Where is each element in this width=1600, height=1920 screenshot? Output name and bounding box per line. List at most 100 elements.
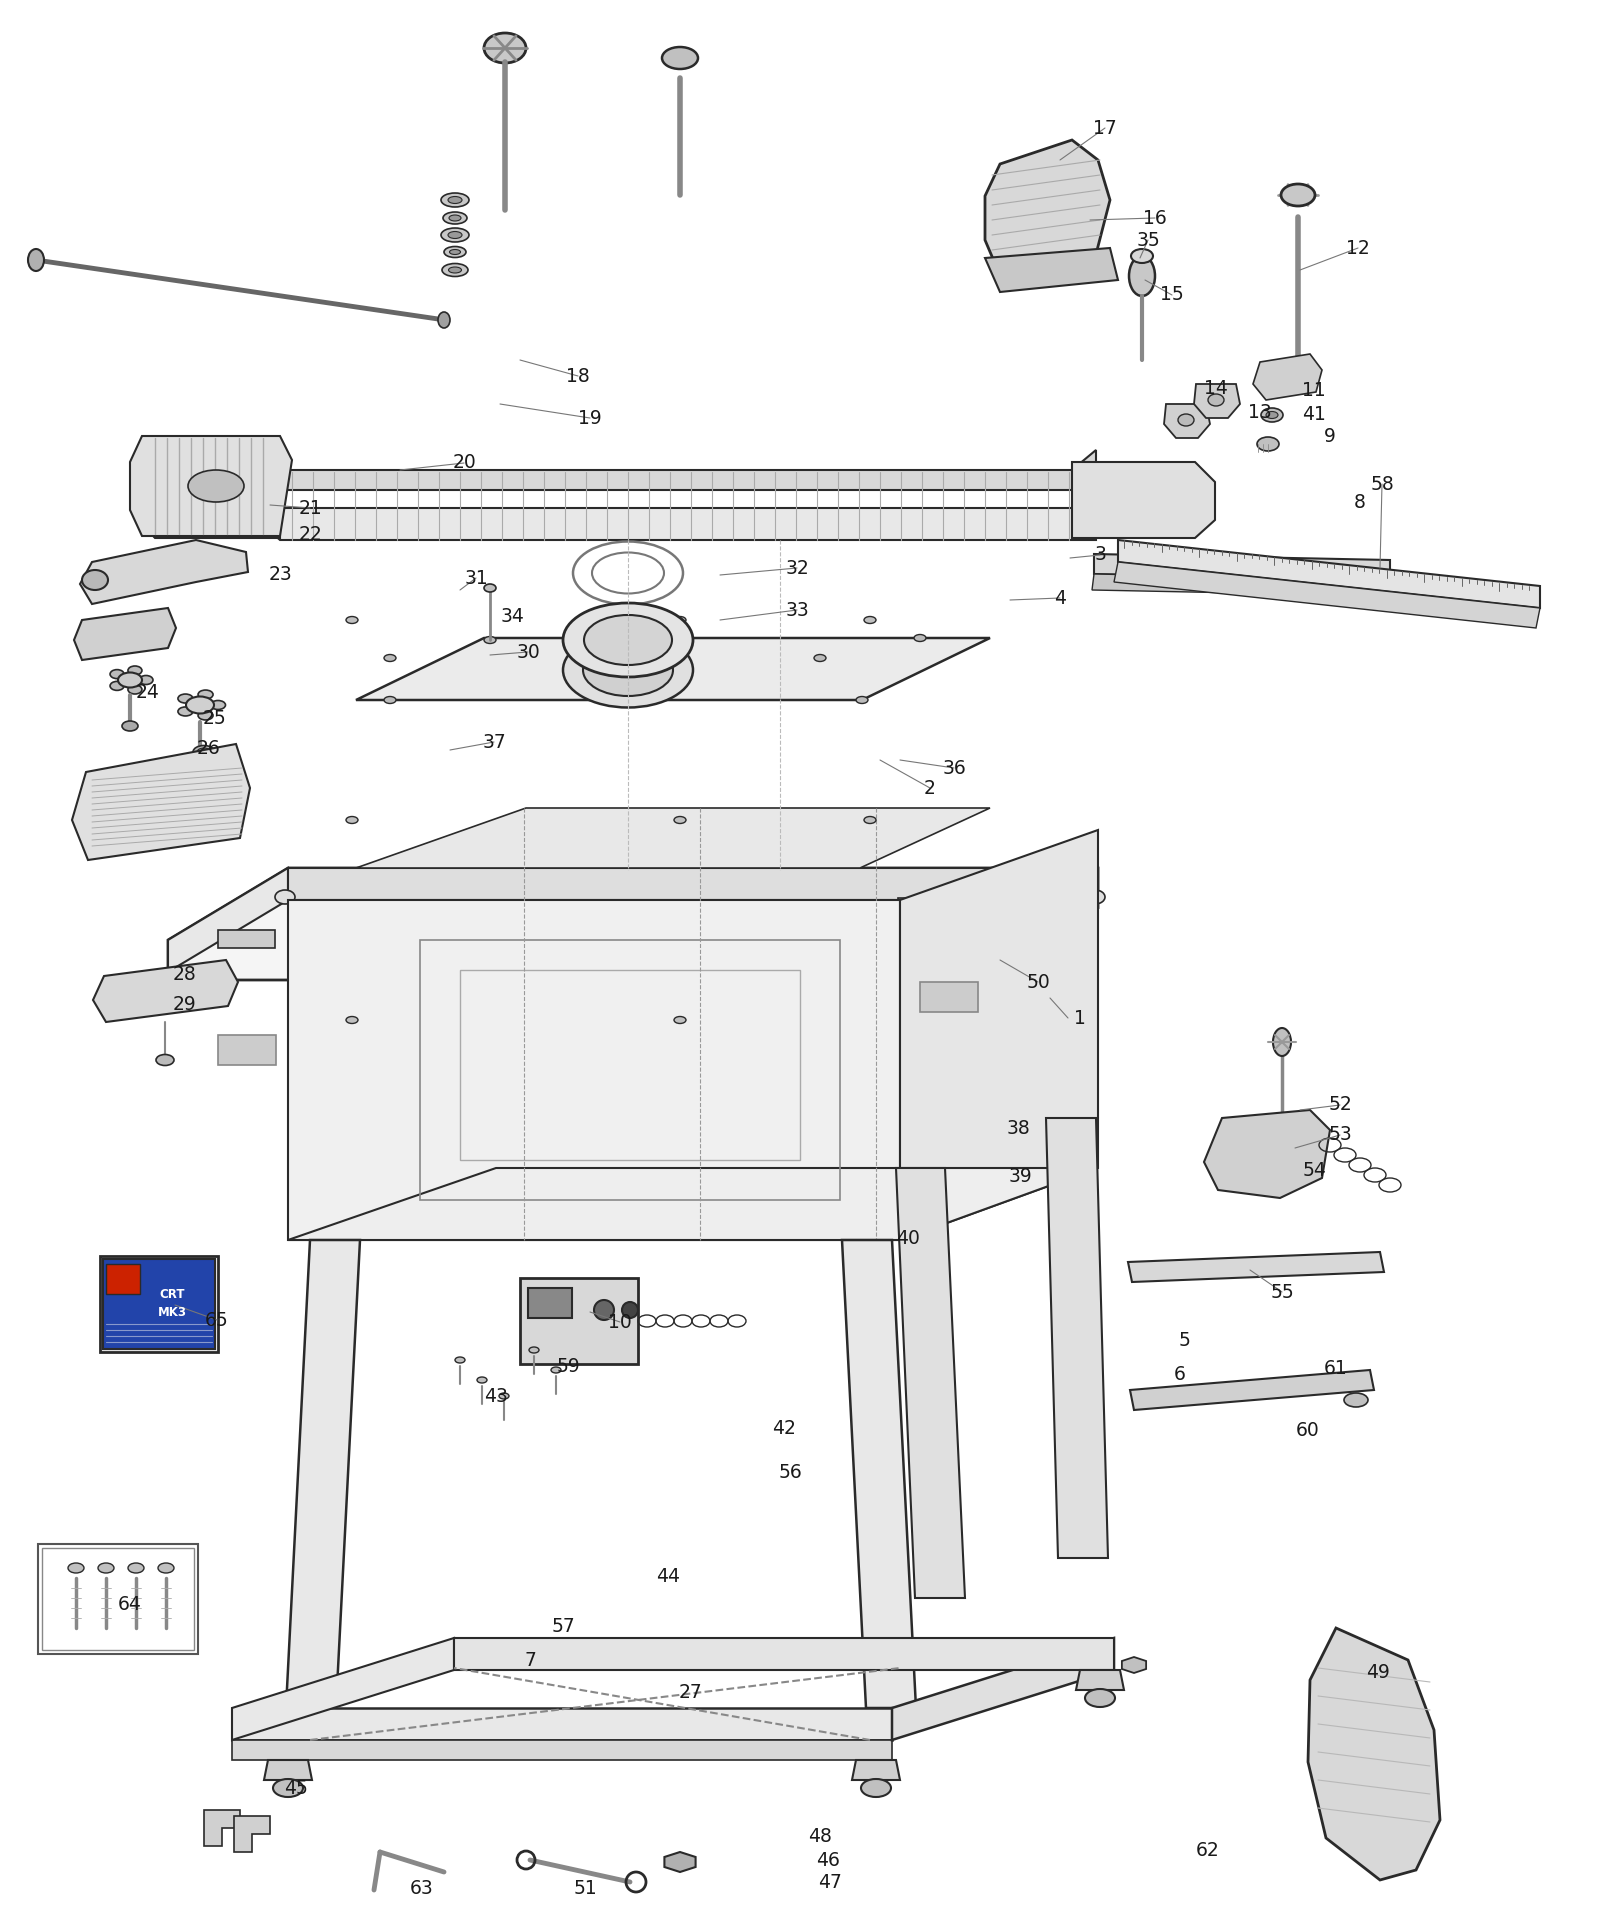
- Ellipse shape: [584, 614, 672, 664]
- Text: 7: 7: [525, 1651, 536, 1670]
- Ellipse shape: [198, 689, 213, 699]
- Polygon shape: [1128, 1252, 1384, 1283]
- Polygon shape: [1075, 1670, 1123, 1690]
- Text: 21: 21: [298, 499, 322, 518]
- Text: 46: 46: [816, 1851, 840, 1870]
- Ellipse shape: [483, 637, 496, 643]
- Polygon shape: [893, 1638, 1114, 1740]
- Ellipse shape: [186, 697, 214, 714]
- Text: 30: 30: [517, 643, 539, 662]
- Polygon shape: [218, 1035, 277, 1066]
- Polygon shape: [851, 1761, 899, 1780]
- Ellipse shape: [442, 228, 469, 242]
- Polygon shape: [218, 929, 275, 948]
- Ellipse shape: [563, 632, 693, 707]
- Polygon shape: [1253, 353, 1322, 399]
- Ellipse shape: [82, 570, 109, 589]
- Text: 18: 18: [566, 367, 590, 386]
- Ellipse shape: [448, 196, 462, 204]
- Text: 22: 22: [298, 526, 322, 545]
- Ellipse shape: [194, 745, 214, 758]
- Ellipse shape: [861, 1780, 891, 1797]
- Ellipse shape: [477, 1377, 486, 1382]
- Polygon shape: [205, 1811, 240, 1845]
- Text: 4: 4: [1054, 589, 1066, 607]
- Bar: [528, 1288, 573, 1317]
- Ellipse shape: [443, 211, 467, 225]
- Text: 28: 28: [173, 964, 195, 983]
- Text: 45: 45: [285, 1778, 307, 1797]
- Ellipse shape: [157, 1054, 174, 1066]
- Text: 55: 55: [1270, 1283, 1294, 1302]
- Text: 57: 57: [550, 1617, 574, 1636]
- Polygon shape: [1130, 1371, 1374, 1409]
- Text: 60: 60: [1296, 1421, 1320, 1440]
- Ellipse shape: [450, 215, 461, 221]
- Ellipse shape: [1085, 1690, 1115, 1707]
- Text: 49: 49: [1366, 1663, 1390, 1682]
- Text: 40: 40: [896, 1229, 920, 1248]
- Polygon shape: [80, 540, 248, 605]
- Text: 43: 43: [485, 1386, 507, 1405]
- Text: 19: 19: [578, 409, 602, 428]
- Text: 63: 63: [410, 1878, 434, 1897]
- Ellipse shape: [189, 470, 243, 501]
- Ellipse shape: [1130, 255, 1155, 296]
- Ellipse shape: [346, 616, 358, 624]
- Polygon shape: [1114, 563, 1539, 628]
- Text: 17: 17: [1093, 119, 1117, 138]
- Text: 9: 9: [1325, 426, 1336, 445]
- Text: 52: 52: [1328, 1096, 1352, 1114]
- Text: CRT: CRT: [160, 1288, 184, 1300]
- Polygon shape: [1309, 1628, 1440, 1880]
- Ellipse shape: [122, 722, 138, 732]
- Polygon shape: [232, 1740, 893, 1761]
- Ellipse shape: [384, 697, 397, 703]
- Polygon shape: [355, 808, 990, 868]
- Ellipse shape: [29, 250, 45, 271]
- Ellipse shape: [1131, 250, 1154, 263]
- Ellipse shape: [1282, 184, 1315, 205]
- Bar: [99, 1256, 218, 1352]
- Polygon shape: [986, 248, 1118, 292]
- Polygon shape: [1194, 384, 1240, 419]
- Text: 53: 53: [1328, 1125, 1352, 1144]
- Ellipse shape: [1290, 365, 1306, 374]
- Ellipse shape: [275, 891, 294, 904]
- Polygon shape: [1046, 1117, 1107, 1557]
- Ellipse shape: [118, 672, 142, 687]
- Text: 23: 23: [269, 564, 291, 584]
- Text: 13: 13: [1248, 403, 1272, 422]
- Ellipse shape: [1344, 1394, 1368, 1407]
- Polygon shape: [1122, 1657, 1146, 1672]
- Polygon shape: [288, 1167, 1098, 1240]
- Polygon shape: [258, 449, 1096, 490]
- Text: 24: 24: [136, 682, 160, 701]
- Polygon shape: [288, 900, 899, 1240]
- Ellipse shape: [1208, 394, 1224, 405]
- Text: 33: 33: [786, 601, 810, 620]
- Text: 15: 15: [1160, 286, 1184, 305]
- Polygon shape: [1205, 1110, 1330, 1198]
- Text: 34: 34: [501, 607, 523, 626]
- Ellipse shape: [98, 1563, 114, 1572]
- Ellipse shape: [450, 250, 461, 255]
- Polygon shape: [258, 488, 1096, 540]
- Text: 41: 41: [1302, 405, 1326, 424]
- Ellipse shape: [483, 33, 526, 63]
- Text: 12: 12: [1346, 238, 1370, 257]
- Polygon shape: [920, 981, 978, 1012]
- Polygon shape: [1094, 555, 1390, 580]
- Text: 38: 38: [1006, 1119, 1030, 1137]
- Polygon shape: [898, 899, 955, 916]
- Ellipse shape: [445, 246, 466, 257]
- Text: 56: 56: [778, 1463, 802, 1482]
- Ellipse shape: [346, 816, 358, 824]
- Ellipse shape: [448, 232, 462, 238]
- Text: 20: 20: [453, 453, 475, 472]
- Polygon shape: [986, 140, 1110, 280]
- Text: 47: 47: [818, 1872, 842, 1891]
- Polygon shape: [93, 960, 238, 1021]
- Polygon shape: [899, 829, 1098, 1240]
- Bar: [38, 1544, 198, 1653]
